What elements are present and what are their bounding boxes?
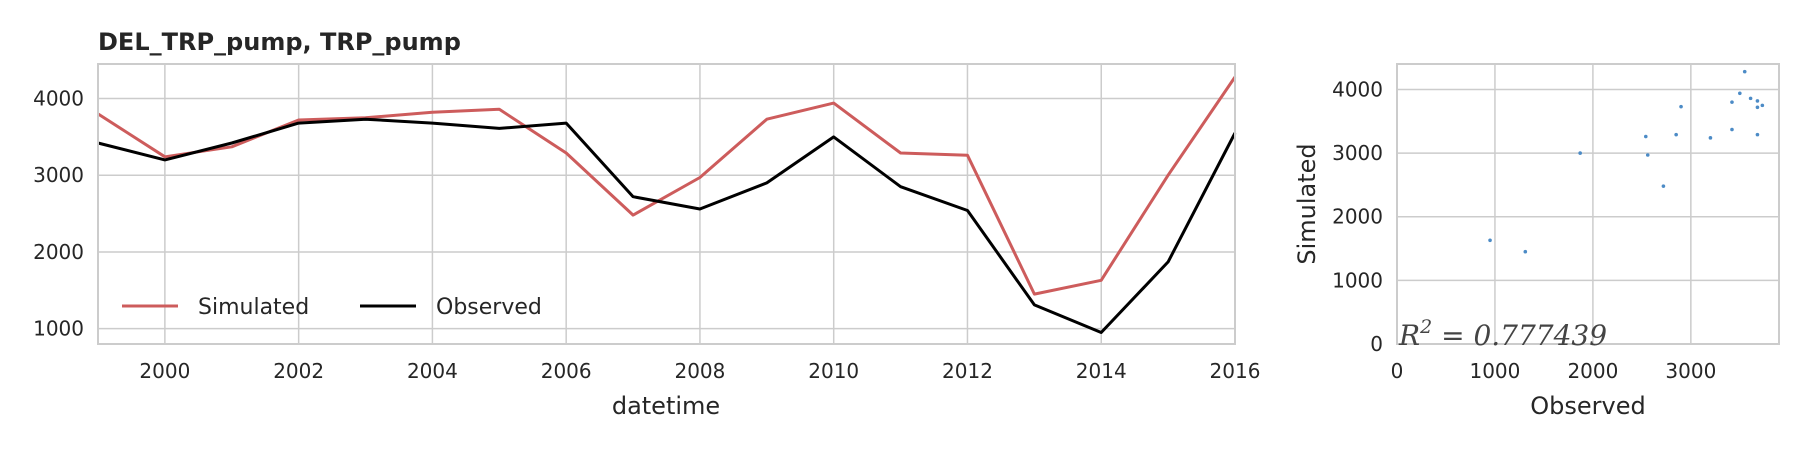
x-tick-label: 2014 bbox=[1076, 359, 1127, 383]
scatter-point bbox=[1738, 91, 1742, 96]
y-tick-label: 1000 bbox=[33, 317, 84, 341]
x-tick-label: 3000 bbox=[1665, 359, 1716, 383]
timeseries-lines bbox=[97, 76, 1237, 334]
timeseries-y-ticks: 1000 2000 3000 4000 bbox=[33, 87, 84, 341]
scatter-point bbox=[1679, 104, 1683, 109]
scatter-x-ticks: 0 1000 2000 3000 bbox=[1391, 359, 1717, 383]
x-tick-label: 2012 bbox=[942, 359, 993, 383]
timeseries-x-axis-label: datetime bbox=[612, 392, 720, 420]
y-tick-label: 0 bbox=[1370, 332, 1383, 356]
scatter-point bbox=[1755, 105, 1760, 110]
chart-title: DEL_TRP_pump, TRP_pump bbox=[98, 28, 461, 56]
x-tick-label: 2000 bbox=[139, 359, 190, 383]
y-tick-label: 2000 bbox=[1332, 205, 1383, 229]
scatter-point bbox=[1643, 134, 1648, 139]
x-tick-label: 2016 bbox=[1210, 359, 1261, 383]
y-tick-label: 4000 bbox=[33, 87, 84, 111]
scatter-point bbox=[1760, 103, 1765, 108]
timeseries-panel: DEL_TRP_pump, TRP_pump 2000 2002 2004 2006 2… bbox=[33, 28, 1260, 420]
scatter-point bbox=[1578, 151, 1582, 155]
y-tick-label: 3000 bbox=[1332, 141, 1383, 165]
scatter-point bbox=[1645, 153, 1650, 157]
scatter-y-axis-label: Simulated bbox=[1293, 143, 1321, 264]
scatter-point bbox=[1755, 132, 1760, 137]
legend-label-observed: Observed bbox=[436, 295, 542, 320]
scatter-panel: 0 1000 2000 3000 0 1000 2000 3000 4000 Observed… bbox=[1293, 63, 1780, 420]
y-tick-label: 1000 bbox=[1332, 268, 1383, 292]
scatter-y-ticks: 0 1000 2000 3000 4000 bbox=[1332, 77, 1383, 356]
scatter-point bbox=[1730, 100, 1734, 104]
scatter-point bbox=[1755, 99, 1760, 103]
timeseries-plot-frame bbox=[97, 63, 1236, 345]
x-tick-label: 0 bbox=[1391, 359, 1404, 383]
scatter-point bbox=[1748, 96, 1753, 101]
legend-label-simulated: Simulated bbox=[198, 295, 309, 320]
timeseries-x-ticks: 2000 2002 2004 2006 2008 2010 2012 2014 2016 bbox=[139, 359, 1260, 383]
x-tick-label: 2006 bbox=[541, 359, 592, 383]
scatter-point bbox=[1661, 184, 1666, 188]
scatter-points bbox=[1488, 69, 1765, 254]
scatter-point bbox=[1742, 69, 1747, 74]
x-tick-label: 2004 bbox=[407, 359, 458, 383]
scatter-point bbox=[1708, 136, 1713, 140]
r-squared-annotation: R2 = 0.777439 bbox=[1398, 316, 1607, 352]
scatter-point bbox=[1730, 127, 1734, 132]
x-tick-label: 2000 bbox=[1567, 359, 1618, 383]
simulated-line bbox=[97, 76, 1237, 296]
y-tick-label: 3000 bbox=[33, 163, 84, 187]
y-tick-label: 4000 bbox=[1332, 77, 1383, 101]
x-tick-label: 2002 bbox=[273, 359, 324, 383]
scatter-point bbox=[1674, 132, 1678, 137]
observed-line bbox=[97, 117, 1237, 334]
timeseries-grid bbox=[98, 64, 1236, 344]
x-tick-label: 2008 bbox=[674, 359, 725, 383]
scatter-point bbox=[1523, 249, 1528, 254]
scatter-point bbox=[1488, 238, 1492, 243]
scatter-grid bbox=[1396, 64, 1779, 345]
timeseries-legend: Simulated Observed bbox=[122, 295, 542, 320]
x-tick-label: 1000 bbox=[1469, 359, 1520, 383]
x-tick-label: 2010 bbox=[808, 359, 859, 383]
y-tick-label: 2000 bbox=[33, 240, 84, 264]
scatter-plot-frame bbox=[1396, 63, 1780, 345]
scatter-x-axis-label: Observed bbox=[1530, 392, 1645, 420]
